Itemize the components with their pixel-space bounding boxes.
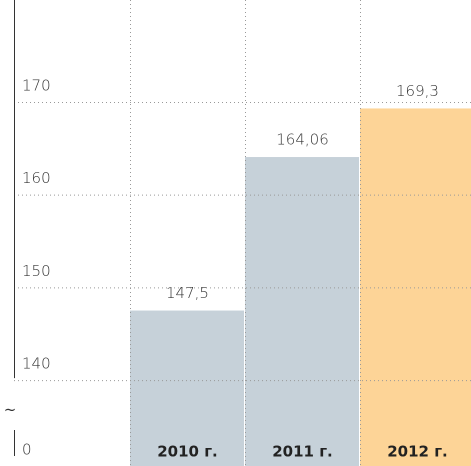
x-tick-label: 2010 г. [157, 443, 218, 461]
y-tick-label: 150 [22, 262, 51, 280]
y-tick-label: 0 [22, 441, 32, 459]
value-label: 169,3 [396, 82, 439, 100]
bar [245, 157, 359, 466]
x-tick-label: 2012 г. [387, 443, 448, 461]
value-label: 164,06 [276, 131, 329, 149]
value-label: 147,5 [166, 284, 209, 302]
axis-break: ~ [4, 401, 17, 419]
bar [130, 310, 244, 466]
x-tick-label: 2011 г. [272, 443, 333, 461]
y-tick-label: 170 [22, 76, 51, 94]
y-tick-label: 160 [22, 169, 51, 187]
bar [360, 108, 471, 466]
y-tick-label: 140 [22, 355, 51, 373]
